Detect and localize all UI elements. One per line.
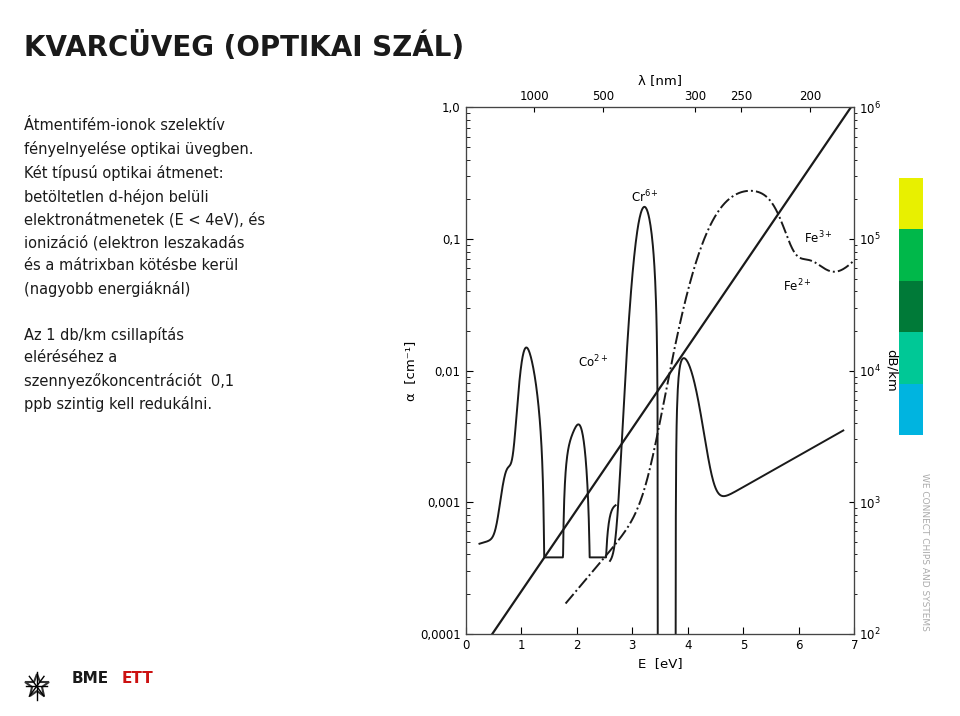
Text: WE CONNECT CHIPS AND SYSTEMS: WE CONNECT CHIPS AND SYSTEMS — [920, 473, 929, 630]
Text: ETT: ETT — [122, 671, 154, 686]
Text: Co$^{2+}$: Co$^{2+}$ — [578, 354, 608, 371]
Text: BME: BME — [72, 671, 109, 686]
Text: Fe$^{2+}$: Fe$^{2+}$ — [783, 278, 812, 294]
X-axis label: E  [eV]: E [eV] — [637, 657, 683, 670]
X-axis label: λ [nm]: λ [nm] — [638, 74, 682, 87]
Text: Cr$^{6+}$: Cr$^{6+}$ — [631, 189, 660, 205]
Text: Átmentifém-ionok szelektív
fényelnyelése optikai üvegben.
Két típusú optikai átm: Átmentifém-ionok szelektív fényelnyelése… — [24, 118, 265, 412]
Text: KVARCÜVEG (OPTIKAI SZÁL): KVARCÜVEG (OPTIKAI SZÁL) — [24, 32, 464, 62]
Y-axis label: dB/km: dB/km — [885, 349, 898, 392]
Text: Fe$^{3+}$: Fe$^{3+}$ — [804, 230, 833, 247]
Y-axis label: α  [cm⁻¹]: α [cm⁻¹] — [404, 340, 418, 401]
